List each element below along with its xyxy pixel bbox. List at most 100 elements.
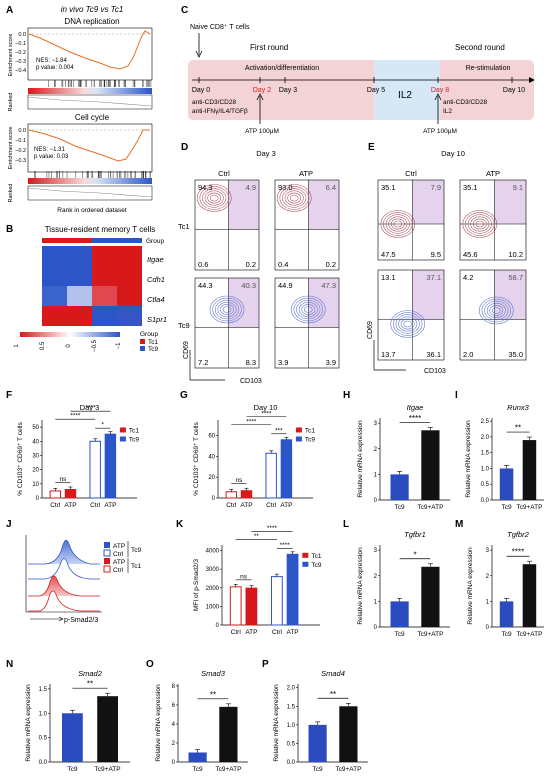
y-axis-label: Relative mRNA expression: [155, 684, 162, 762]
significance-label: ns: [235, 477, 243, 484]
panel-d-day: Day 3: [256, 149, 276, 158]
hist-legend-swatch: [104, 558, 110, 564]
y-tick-label: 3: [374, 548, 378, 554]
legend-swatch-tc9: [302, 561, 309, 567]
y-tick-label: 1: [486, 599, 490, 605]
flow-plot-frame: [274, 179, 340, 271]
legend-label: Tc1: [311, 553, 322, 560]
legend-swatch-tc9: [119, 436, 126, 442]
hist-legend-label: Ctrl: [113, 567, 124, 574]
flow-quadrant-value: 9.1: [513, 183, 523, 192]
flow-plot-frame: [377, 269, 445, 361]
flow-quadrant-value: 2.0: [463, 350, 473, 359]
gsea-top-ranked-curve: [27, 96, 153, 107]
flow-quadrant-value: 13.1: [381, 273, 396, 282]
hist-legend-swatch: [103, 565, 111, 573]
bar-panel-i: I Runx3 0.0 0.5 1.0 1.5 2.0 2.5 Relative mRNA ex…: [455, 390, 544, 511]
bar-gene-title: Smad2: [78, 669, 103, 678]
flow-contour: [465, 212, 495, 236]
first-round-label: First round: [250, 43, 288, 52]
hist-tc1-atp: [28, 575, 100, 597]
x-tick-label: Ctrl: [226, 502, 237, 509]
heatmap-gene-label: Cdh1: [147, 275, 165, 284]
x-tick-label: Tc9+ATP: [516, 631, 542, 638]
flow-contour: [385, 214, 410, 234]
y-tick-label: 1.5: [481, 451, 490, 457]
flow-quadrant-value: 4.9: [246, 183, 256, 192]
hist-legend-label: ATP: [113, 559, 125, 566]
y-tick-label: 3000: [206, 567, 220, 573]
gsea-bottom-ytick: 0.0: [18, 128, 26, 134]
y-tick-label: 2.0: [287, 686, 296, 692]
flow-quadrant-value: 37.1: [426, 273, 441, 282]
gsea-top-title: DNA replication: [64, 17, 119, 26]
y-axis-label: % CD103⁺ CD69⁺ T cells: [193, 422, 200, 496]
flow-quadrant-value: 35.1: [381, 183, 396, 192]
y-tick-label: 1: [374, 599, 378, 605]
flow-contour: [282, 188, 307, 208]
panel-label-f: F: [6, 390, 12, 401]
panel-e-col-atp: ATP: [486, 169, 500, 178]
flow-contour: [303, 306, 313, 313]
flow-quadrant-value: 9.5: [431, 250, 441, 259]
bar: [89, 440, 101, 499]
gsea-bottom-title: Cell cycle: [75, 113, 110, 122]
gsea-bottom-ytick: −0.2: [15, 148, 26, 154]
flow-contour: [222, 306, 232, 313]
panel-e-col-ctrl: Ctrl: [405, 169, 417, 178]
y-axis-label: Relative mRNA expression: [467, 547, 474, 625]
treatment2-line2: IL2: [443, 108, 452, 115]
flow-contour: [202, 188, 227, 208]
flow-quadrant-value: 7.9: [431, 183, 441, 192]
panel-label-c: C: [181, 5, 188, 16]
flow-contour: [383, 212, 413, 236]
legend-label: Tc9: [129, 436, 140, 443]
timeline-start-label: Naive CD8⁺ T cells: [190, 24, 250, 31]
panel-label-a: A: [6, 5, 13, 16]
heatmap-title: Tissue-resident memory T cells: [45, 225, 156, 234]
timeline-phase1-box: [188, 60, 374, 120]
gsea-bottom-pval: p value: 0.03: [34, 154, 69, 160]
x-tick-label: Tc9+ATP: [215, 766, 241, 773]
flow-contour: [393, 312, 423, 336]
phase3-label: Re-stimulation: [466, 65, 511, 72]
significance-label: ****: [85, 405, 96, 412]
flow-contour: [472, 218, 487, 230]
bar-gene-title: Smad4: [321, 669, 345, 678]
y-tick-label: 6: [172, 703, 176, 709]
y-tick-label: 2: [374, 574, 378, 580]
bar-gene-title: Itgae: [407, 403, 424, 412]
legend-label: Tc9: [305, 436, 316, 443]
flow-plot-panelD-tc1_ctrl: 94.3 4.9 0.6 0.2: [194, 179, 260, 271]
heatmap-scale-tick: −0.5: [92, 339, 98, 352]
panel-label-g: G: [180, 390, 188, 401]
bar-panel-n: N Smad2 0.0 0.5 1.0 1.5 Relative mRNA expressi…: [6, 659, 130, 773]
bar: [225, 491, 238, 499]
heatmap-scale-tick: 1: [14, 344, 20, 348]
y-axis-label: Relative mRNA expression: [273, 684, 280, 762]
hist-legend-label: Ctrl: [113, 551, 124, 558]
y-tick-label: 2000: [206, 586, 220, 592]
flow-quadrant-value: 93.0: [278, 183, 293, 192]
bar: [390, 601, 409, 627]
phase2-label: IL2: [398, 90, 412, 101]
flow-quadrant-shade: [494, 180, 526, 224]
x-tick-label: Tc9: [501, 631, 512, 638]
flow-quadrant-shade: [308, 278, 339, 328]
heatmap-legend-label: Tc9: [148, 346, 159, 353]
flow-contour: [217, 301, 237, 317]
bar-gene-title: Tgfbr2: [507, 530, 530, 539]
significance-label: ****: [246, 418, 257, 425]
y-tick-label: 4000: [206, 549, 220, 555]
flow-quadrant-value: 47.5: [381, 250, 396, 259]
significance-label: ****: [512, 548, 524, 557]
y-tick-label: 3: [486, 548, 490, 554]
y-tick-label: 1.0: [287, 723, 296, 729]
panel-c: C Naive CD8⁺ T cells First round Second …: [181, 5, 535, 135]
gsea-top-ranked-frame: [27, 94, 153, 110]
x-tick-label: Tc9: [395, 631, 406, 638]
gsea-top-curve: [28, 30, 151, 70]
panel-label-l: L: [343, 519, 349, 530]
y-tick-label: 0: [212, 496, 216, 502]
heatmap-scale-tick: −1: [116, 342, 122, 350]
